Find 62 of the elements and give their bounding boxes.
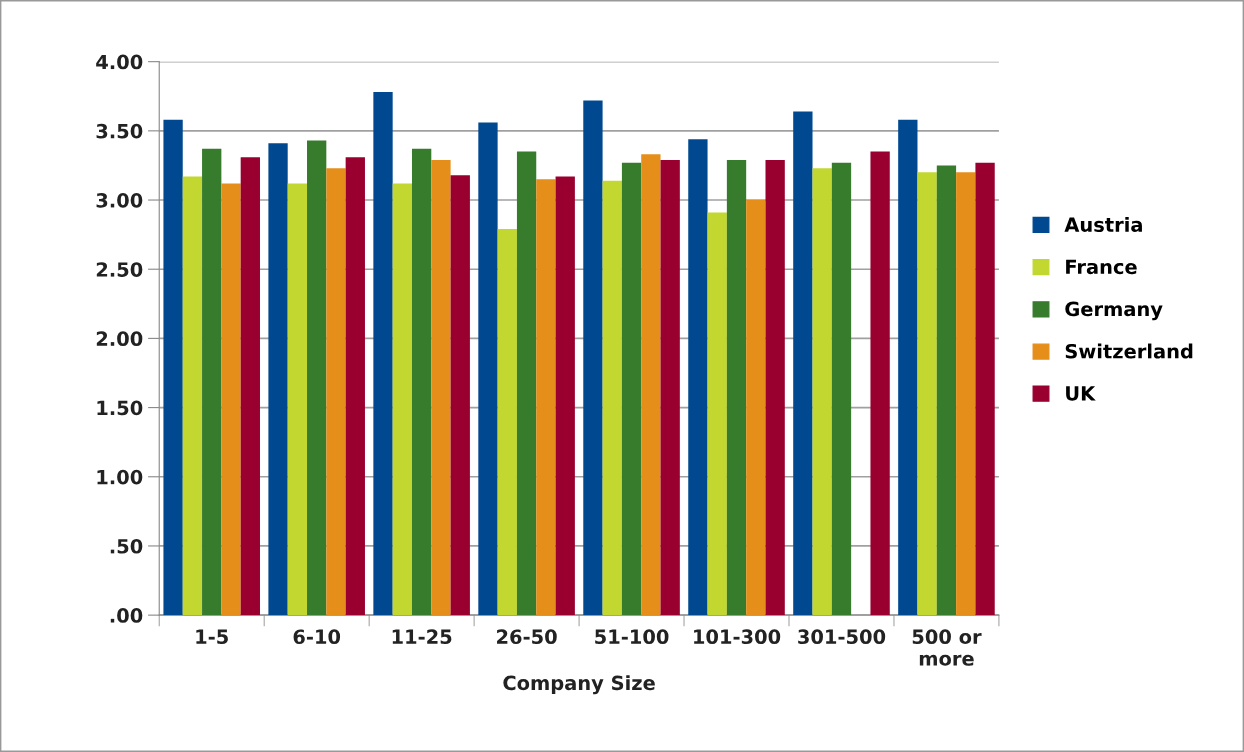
y-tick-label: 3.00	[96, 192, 143, 208]
y-tick-label: 4.00	[96, 54, 143, 70]
x-tick-label: 1-5	[196, 629, 228, 645]
y-tick-label: .50	[110, 538, 143, 554]
bar	[497, 229, 517, 616]
bar	[936, 165, 957, 616]
bar	[898, 119, 918, 616]
legend-label: Switzerland	[1065, 343, 1193, 359]
bar	[956, 172, 976, 616]
y-tick-label: .00	[110, 608, 143, 623]
legend-label: Germany	[1065, 301, 1163, 321]
x-tick-label: 51-100	[595, 629, 669, 645]
bar	[431, 159, 451, 616]
bar	[221, 183, 241, 616]
x-tick-label: 301-500	[798, 629, 886, 645]
x-tick-label: 11-25	[392, 629, 452, 645]
y-tick-label: 1.00	[97, 469, 143, 485]
bar	[746, 200, 766, 616]
bar	[688, 139, 708, 616]
bar	[812, 168, 832, 616]
bar	[392, 183, 412, 616]
bar	[268, 143, 288, 616]
legend-label: Austria	[1064, 216, 1142, 232]
x-axis-title: Company Size	[503, 675, 655, 695]
bar	[793, 111, 813, 616]
bar	[870, 151, 890, 616]
bar	[583, 100, 603, 616]
y-tick-label: 2.50	[96, 262, 143, 277]
bar	[536, 179, 556, 616]
bar	[326, 168, 346, 616]
x-tick-label: 26-50	[497, 629, 557, 645]
x-tick-label: 101-300	[694, 629, 781, 645]
bar	[516, 151, 537, 616]
bar	[450, 175, 470, 616]
x-tick-label: 500 or more	[912, 629, 982, 666]
y-tick-label: 2.00	[96, 331, 143, 347]
bar	[345, 157, 365, 616]
bar	[831, 162, 852, 616]
x-tick-label: 6-10	[293, 629, 341, 645]
bar	[182, 176, 203, 616]
bar	[307, 140, 327, 616]
bar	[917, 172, 937, 616]
bar	[602, 180, 622, 616]
bar	[765, 159, 785, 616]
bar	[555, 176, 575, 616]
legend-label: UK	[1066, 386, 1096, 401]
y-tick-label: 3.50	[96, 123, 143, 139]
legend-label: France	[1066, 259, 1137, 275]
bar	[975, 162, 995, 616]
bar	[641, 154, 661, 616]
bar	[726, 159, 747, 616]
bar	[163, 119, 183, 616]
bar	[621, 162, 642, 616]
bar	[478, 122, 498, 616]
bar	[707, 212, 727, 616]
bar	[411, 148, 432, 616]
bar	[202, 148, 222, 616]
bar	[373, 92, 393, 616]
y-tick-label: 1.50	[97, 400, 143, 416]
bar	[287, 183, 308, 616]
bar	[660, 159, 680, 616]
bar	[240, 157, 260, 616]
